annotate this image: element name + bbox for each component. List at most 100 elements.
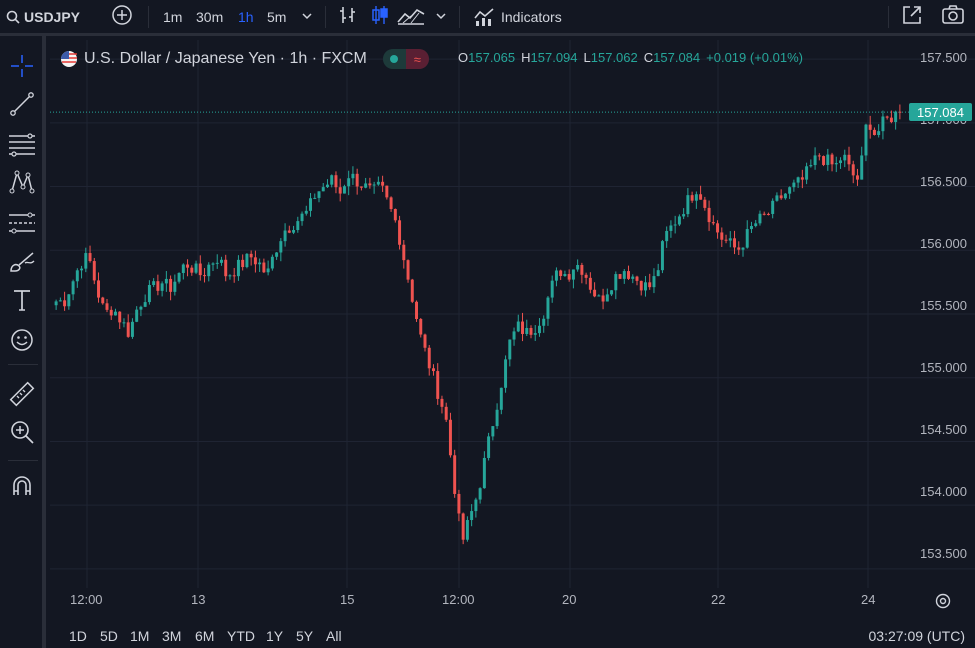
candle-body [745,229,749,248]
range-1m[interactable]: 1M [130,628,150,644]
candle-body [643,282,647,291]
range-5d[interactable]: 5D [100,628,118,644]
candle-body [75,270,79,282]
measure-tool[interactable] [7,380,37,410]
pattern-icon [9,169,35,198]
candles-style-button[interactable] [370,0,390,33]
range-6m[interactable]: 6M [195,628,215,644]
candle-body [601,295,605,302]
candle-body [728,238,732,241]
utc-clock[interactable]: 03:27:09 (UTC) [868,628,965,644]
price-tick: 153.500 [920,546,967,561]
candle-body [749,226,753,230]
candle-body [639,280,643,291]
text-tool[interactable] [7,286,37,316]
candle-body [419,319,423,335]
range-3m[interactable]: 3M [162,628,182,644]
interval-1h[interactable]: 1h [238,8,254,25]
candle-body [660,241,664,271]
symbol-search[interactable]: USDJPY [6,0,80,33]
candle-body [478,488,482,500]
candle-body [58,300,62,302]
range-ytd[interactable]: YTD [227,628,255,644]
candle-body [894,111,898,123]
crosshair-icon [9,53,35,82]
brush-icon [8,249,36,278]
pattern-tool[interactable] [7,168,37,198]
candle-body [872,129,876,135]
toolbar-divider [325,6,326,28]
crosshair-tool[interactable] [7,52,37,82]
candle-body [169,278,173,292]
candle-body [610,290,614,295]
candle-body [448,419,452,456]
range-1d[interactable]: 1D [69,628,87,644]
candle-body [309,198,313,211]
chart-type-dropdown[interactable] [435,0,447,33]
candle-body [482,457,486,489]
trend-line-tool[interactable] [7,90,37,120]
close-key: C [643,50,654,65]
candle-body [652,276,656,288]
emoji-tool[interactable] [7,326,37,356]
symbol-label: USDJPY [24,8,81,25]
market-status-toggle[interactable]: ≈ [382,49,429,69]
candle-body [614,274,618,291]
candle-body [597,295,601,297]
candle-body [843,154,847,161]
time-tick: 24 [861,592,876,607]
candle-body [71,281,75,295]
candle-body [656,270,660,277]
range-all[interactable]: All [326,628,342,644]
axis-settings-button[interactable] [934,592,952,613]
interval-1m[interactable]: 1m [163,8,183,25]
candle-body [105,303,109,310]
chart-title[interactable]: U.S. Dollar / Japanese Yen · 1h · FXCM [84,50,367,67]
interval-30m[interactable]: 30m [196,8,224,25]
range-1y[interactable]: 1Y [266,628,284,644]
candle-body [258,262,262,265]
candle-body [160,283,164,291]
snapshot-button[interactable] [941,0,965,33]
fullscreen-button[interactable] [901,0,923,33]
candle-body [190,267,194,273]
candle-body [813,155,817,166]
indicators-button[interactable]: Indicators [473,0,562,33]
zoom-tool[interactable] [7,418,37,448]
toolbar-divider [888,6,889,28]
range-5y[interactable]: 5Y [296,628,314,644]
candle-body [292,230,296,233]
candle-body [720,232,724,240]
brush-tool[interactable] [7,248,37,278]
candle-body [758,213,762,224]
interval-5m[interactable]: 5m [267,8,287,25]
candlestick-chart[interactable] [50,40,975,620]
candle-body [584,274,588,278]
candle-body [563,274,567,277]
change-value: +0.019 (+0.01%) [706,50,803,65]
candle-body [101,297,105,304]
bar-style-button[interactable] [338,0,358,33]
candle-body [113,311,117,316]
magnet-tool[interactable] [7,472,37,502]
candle-body [427,347,431,369]
fib-retracement-tool[interactable] [7,130,37,160]
open-value: 157.065 [468,50,516,65]
candle-body [287,230,291,233]
candle-body [211,263,215,265]
candle-body [788,187,792,194]
interval-dropdown[interactable] [301,0,313,33]
candle-body [355,173,359,187]
candle-body [724,239,728,241]
chart-pane[interactable] [50,40,975,620]
candle-body [279,241,283,253]
prediction-tool[interactable] [7,208,37,238]
chart-type-button[interactable] [397,0,425,33]
compare-button[interactable] [111,0,133,33]
candle-body [347,178,351,187]
candle-body [877,131,881,135]
candle-body [499,387,503,410]
candle-body [224,259,228,277]
candle-body [381,181,385,186]
time-tick: 12:00 [442,592,475,607]
